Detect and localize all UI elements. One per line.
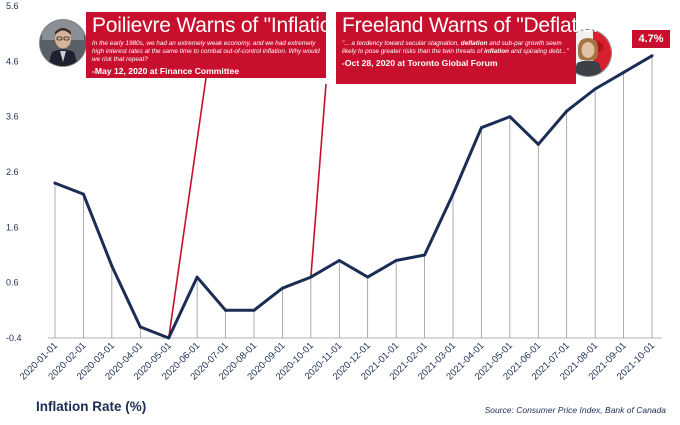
freeland-quote-part: "... a tendency toward secular stagnatio…: [342, 40, 461, 47]
poilievre-callout-quote: In the early 1980s, we had an extremely …: [92, 40, 320, 63]
freeland-quote-part: and sub-par growth seem likely to pose g…: [342, 40, 562, 55]
poilievre-portrait: [40, 20, 86, 66]
y-tick-label: 2.6: [6, 167, 19, 177]
y-tick-label: -0.4: [6, 333, 22, 343]
y-tick-label: 4.6: [6, 56, 19, 66]
y-tick-label: 1.6: [6, 222, 19, 232]
freeland-callout: Freeland Warns of "Deflation" "... a ten…: [336, 12, 612, 84]
last-value-label: 4.7%: [632, 29, 670, 48]
poilievre-callout-title: Poilievre Warns of "Inflation": [92, 14, 350, 37]
source-note: Source: Consumer Price Index, Bank of Ca…: [484, 405, 666, 415]
freeland-quote-part: inflation: [484, 48, 509, 55]
series-line: [53, 54, 654, 340]
poilievre-callout-attribution: -May 12, 2020 at Finance Committee: [92, 66, 240, 76]
chart-y-label: Inflation Rate (%): [36, 399, 147, 414]
poilievre-pointer-line: [167, 77, 207, 339]
freeland-pointer-line: [310, 83, 327, 278]
poilievre-callout: Poilievre Warns of "Inflation" In the ea…: [86, 12, 350, 78]
y-tick-label: 5.6: [6, 1, 19, 11]
freeland-callout-attribution: -Oct 28, 2020 at Toronto Global Forum: [342, 58, 498, 68]
y-tick-label: 0.6: [6, 278, 19, 288]
freeland-quote-part: deflation: [460, 40, 488, 47]
y-tick-label: 3.6: [6, 112, 19, 122]
freeland-quote-part: and spiraling debt...": [508, 48, 569, 55]
freeland-callout-quote: "... a tendency toward secular stagnatio…: [342, 40, 570, 56]
freeland-callout-title: Freeland Warns of "Deflation": [342, 14, 612, 37]
